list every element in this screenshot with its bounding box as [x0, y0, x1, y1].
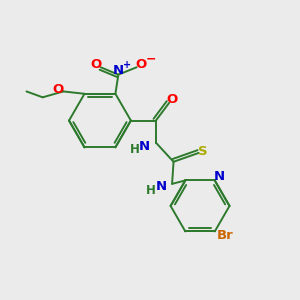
- Text: O: O: [167, 93, 178, 106]
- Text: N: N: [155, 180, 167, 193]
- Text: Br: Br: [217, 230, 233, 242]
- Text: +: +: [122, 60, 131, 70]
- Text: N: N: [113, 64, 124, 77]
- Text: O: O: [135, 58, 147, 71]
- Text: S: S: [198, 145, 208, 158]
- Text: N: N: [139, 140, 150, 153]
- Text: N: N: [214, 170, 225, 183]
- Text: O: O: [91, 58, 102, 71]
- Text: H: H: [146, 184, 156, 197]
- Text: H: H: [130, 143, 140, 157]
- Text: −: −: [146, 52, 157, 65]
- Text: O: O: [52, 82, 64, 96]
